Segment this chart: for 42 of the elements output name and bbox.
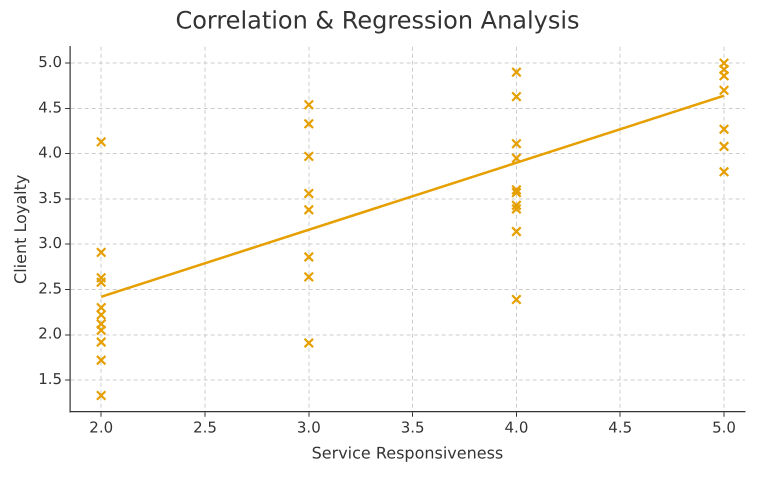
point <box>303 151 314 162</box>
y-tick-label: 5.0 <box>38 52 62 71</box>
point <box>718 84 730 96</box>
point <box>511 204 522 214</box>
x-tick-label: 4.5 <box>608 418 632 437</box>
point <box>511 294 522 305</box>
y-axis-title: Client Loyalty <box>10 174 30 284</box>
point <box>511 91 522 102</box>
y-tick-label: 3.0 <box>38 234 62 252</box>
point <box>303 272 314 282</box>
point <box>303 252 314 262</box>
y-tick-label: 4.0 <box>38 144 62 162</box>
point <box>303 204 314 216</box>
y-tick-label: 3.5 <box>38 188 62 207</box>
chart-title: Correlation & Regression Analysis <box>175 6 580 35</box>
point <box>511 226 522 237</box>
y-tick-label: 4.5 <box>38 98 62 116</box>
x-tick-label: 2.0 <box>89 418 114 437</box>
point <box>303 188 314 199</box>
point <box>511 66 522 78</box>
y-tick-label: 2.0 <box>38 324 62 343</box>
point <box>511 152 522 164</box>
x-tick-label: 3.5 <box>400 418 425 437</box>
y-tick-label: 1.5 <box>38 370 62 388</box>
point <box>303 99 314 110</box>
point <box>511 138 522 150</box>
point <box>718 124 730 135</box>
x-tick-label: 4.0 <box>504 418 528 437</box>
x-axis-title: Service Responsiveness <box>312 444 504 463</box>
point <box>511 184 522 196</box>
y-tick-label: 2.5 <box>38 279 62 298</box>
point <box>303 338 314 348</box>
x-tick-label: 3.0 <box>296 418 321 437</box>
point <box>303 118 314 130</box>
point <box>96 390 107 401</box>
point <box>96 136 107 148</box>
point <box>96 247 107 258</box>
x-tick-label: 5.0 <box>712 418 736 437</box>
x-tick-label: 2.5 <box>193 418 217 437</box>
point <box>96 354 107 366</box>
point <box>718 141 730 152</box>
point <box>718 166 730 178</box>
